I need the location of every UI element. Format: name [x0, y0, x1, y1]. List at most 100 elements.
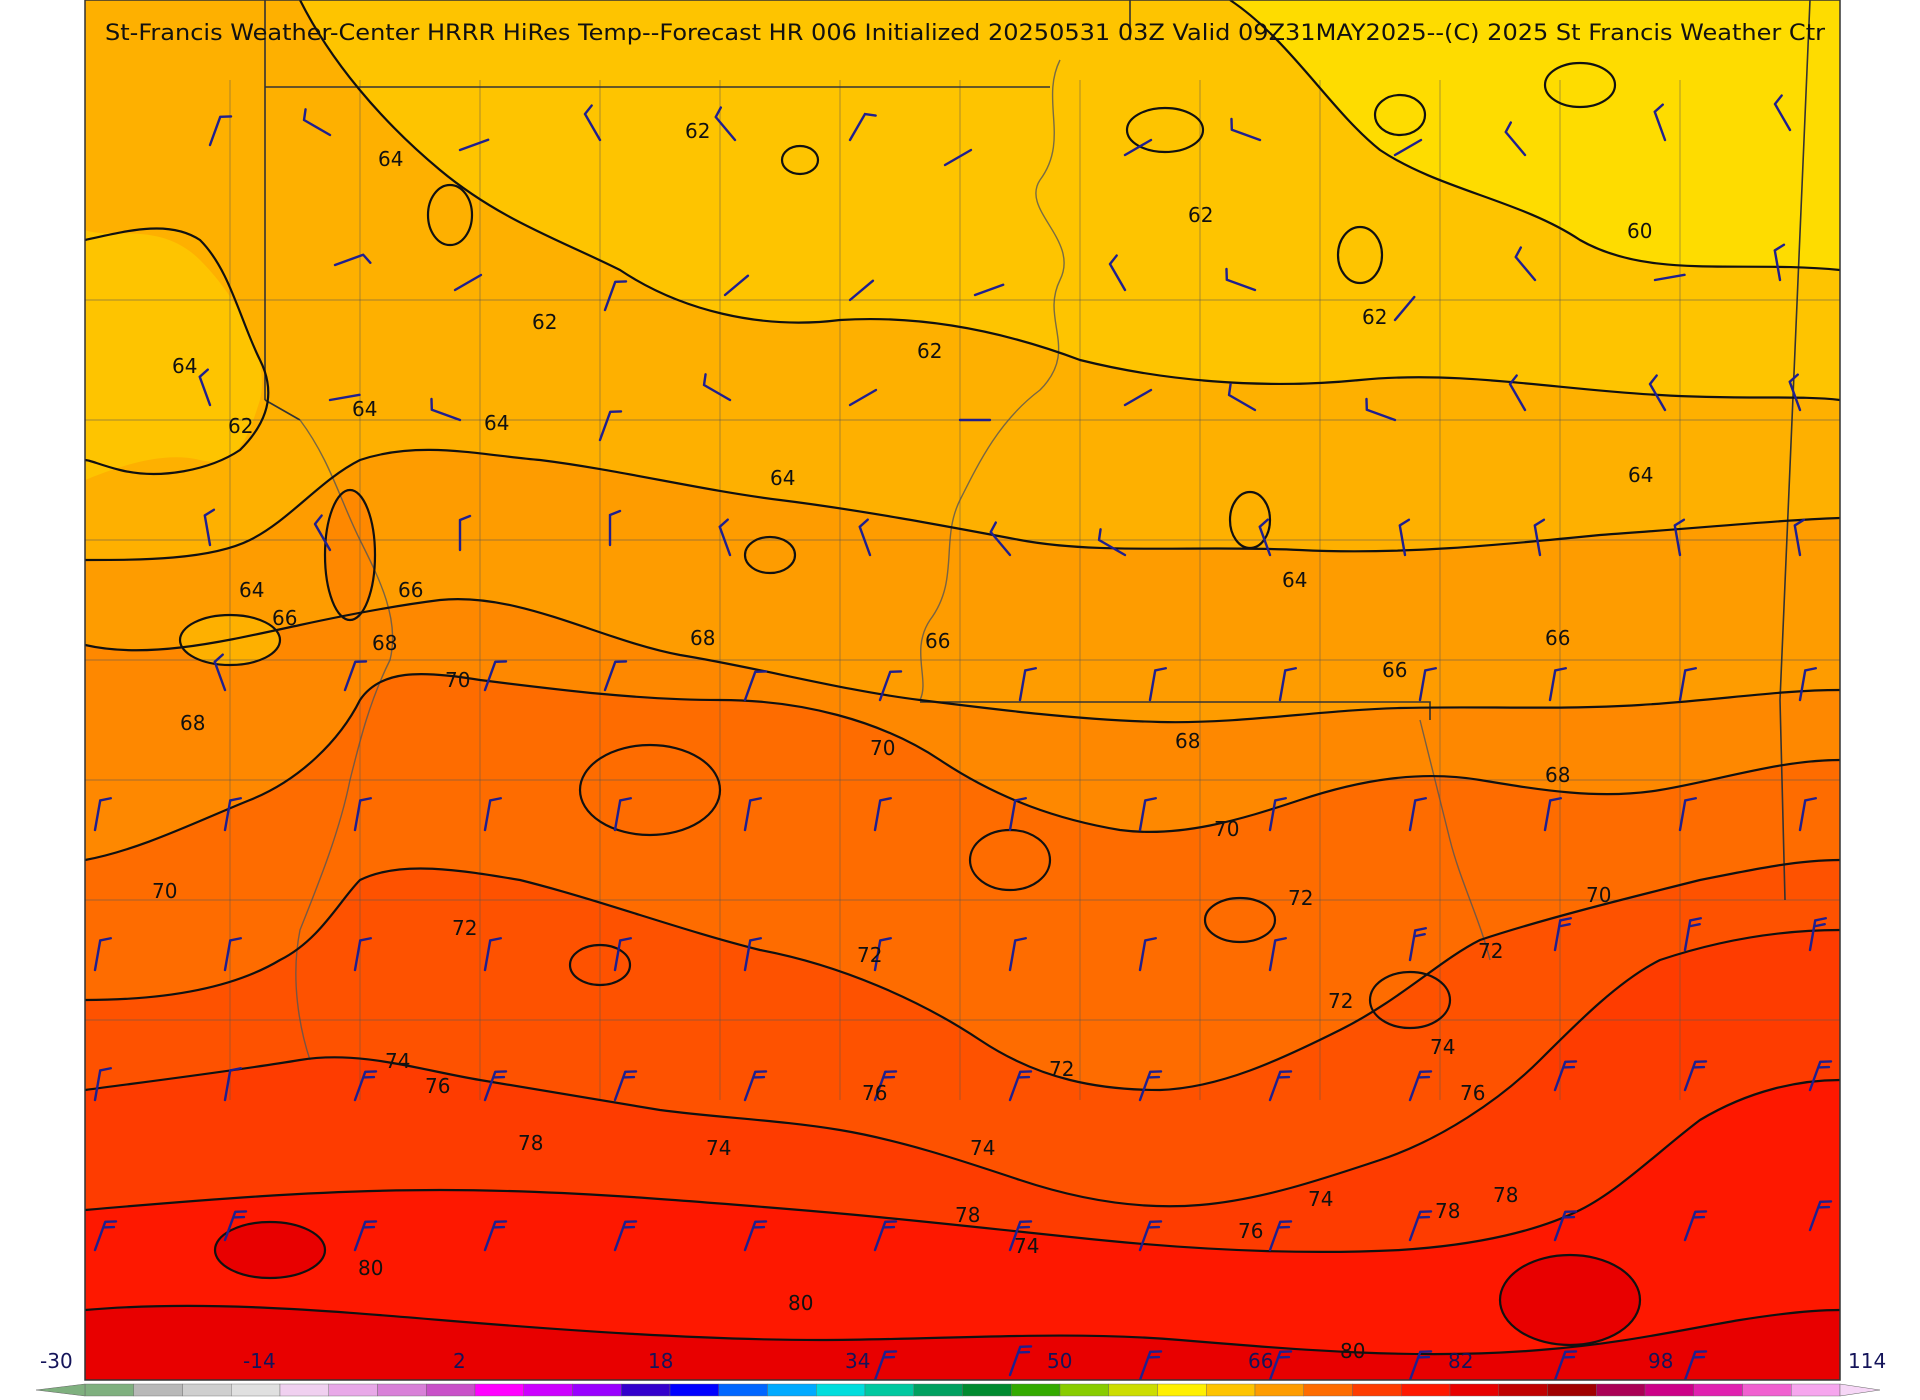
state-boundaries	[264, 0, 1811, 901]
colorbar-label: 50	[1047, 1349, 1072, 1373]
wind-barb	[1408, 797, 1427, 832]
wind-barb	[453, 273, 483, 292]
wind-barb	[1008, 1220, 1033, 1252]
wind-barb	[1648, 374, 1667, 412]
colorbar: -30 -14 2 18 34 50 66 82 98 114	[35, 1349, 1886, 1397]
wind-barb	[1773, 94, 1792, 132]
map-frame	[84, 0, 1841, 1381]
wind-barb	[343, 660, 368, 692]
wind-barb	[973, 283, 1005, 297]
wind-barb	[1108, 254, 1127, 292]
colorbar-segment	[84, 1383, 134, 1397]
contour-label: 66	[272, 606, 297, 630]
contour-label: 74	[1014, 1234, 1039, 1258]
band-68-pocket-northwest	[325, 490, 375, 620]
contour-label: 76	[862, 1081, 887, 1105]
colorbar-segment	[426, 1383, 476, 1397]
colorbar-segment	[279, 1383, 329, 1397]
wind-barb	[603, 280, 628, 312]
contour-label: 66	[398, 578, 423, 602]
wind-barb	[1798, 667, 1817, 702]
contour-label: 66	[1545, 626, 1570, 650]
contour-label: 74	[1308, 1187, 1333, 1211]
contour-label: 62	[532, 310, 557, 334]
colorbar-label: 34	[845, 1349, 870, 1373]
wind-barb	[1138, 1070, 1163, 1102]
colorbar-segment	[962, 1383, 1012, 1397]
contour-label: 66	[925, 629, 950, 653]
wind-barb	[1148, 667, 1167, 702]
wind-barb	[1798, 797, 1817, 832]
wind-barb	[1553, 917, 1572, 952]
wind-barb	[1673, 518, 1686, 557]
wind-barb	[743, 937, 762, 972]
colorbar-segment	[377, 1383, 427, 1397]
contour-label: 80	[358, 1256, 383, 1280]
contour-label: 78	[1493, 1183, 1518, 1207]
wind-barb	[1268, 1350, 1293, 1380]
rivers	[295, 59, 1491, 1061]
wind-barb	[1808, 1060, 1833, 1092]
colorbar-segment	[1791, 1383, 1841, 1397]
contour-label: 76	[425, 1074, 450, 1098]
wind-barb	[1504, 121, 1527, 157]
wind-barb	[333, 253, 372, 267]
colorbar-label: -14	[243, 1349, 276, 1373]
wind-barb	[1230, 117, 1262, 142]
wind-barb	[1683, 917, 1702, 952]
colorbar-segment	[767, 1383, 817, 1397]
map-title: St-Francis Weather-Center HRRR HiRes Tem…	[105, 21, 1826, 46]
wind-barb	[483, 1070, 508, 1102]
colorbar-label: 18	[648, 1349, 673, 1373]
wind-barb	[223, 937, 242, 972]
wind-barb	[989, 521, 1012, 557]
contour-label: 72	[1478, 939, 1503, 963]
wind-barb	[313, 514, 332, 552]
contour-label: 62	[1188, 203, 1213, 227]
colorbar-arrow-left	[35, 1383, 86, 1397]
colorbar-segment	[1401, 1383, 1451, 1397]
wind-barb	[873, 937, 892, 972]
colorbar-segment	[1547, 1383, 1597, 1397]
wind-barb	[743, 1220, 768, 1252]
wind-barb	[873, 1220, 898, 1252]
wind-barb	[718, 518, 732, 557]
contour-label: 64	[1282, 568, 1307, 592]
wind-barb	[198, 368, 212, 407]
band-80	[85, 1305, 1840, 1380]
colorbar-segment	[1693, 1383, 1743, 1397]
contour-label: 74	[970, 1136, 995, 1160]
wind-barb	[1398, 518, 1411, 557]
colorbar-segment	[1059, 1383, 1109, 1397]
colorbar-segment	[1157, 1383, 1207, 1397]
band-78	[85, 1080, 1840, 1380]
wind-barb	[603, 660, 628, 692]
wind-barb	[1808, 1200, 1833, 1232]
colorbar-segment	[1011, 1383, 1061, 1397]
contour-label: 76	[1460, 1081, 1485, 1105]
contour-label: 72	[1049, 1057, 1074, 1081]
wind-barb	[203, 508, 216, 547]
wind-barb	[1418, 667, 1437, 702]
colorbar-segments	[84, 1383, 1841, 1397]
wind-barb	[353, 1070, 378, 1102]
wind-barb	[1008, 1345, 1033, 1377]
wind-barb	[1533, 518, 1546, 557]
colorbar-label: 2	[453, 1349, 466, 1373]
contour-label: 62	[685, 119, 710, 143]
wind-barb	[208, 115, 233, 147]
contour-label: 74	[385, 1049, 410, 1073]
colorbar-segment	[1449, 1383, 1499, 1397]
contour-label: 68	[180, 711, 205, 735]
wind-barb	[1123, 138, 1153, 157]
wind-barb	[93, 1220, 118, 1252]
colorbar-segment	[864, 1383, 914, 1397]
wind-barb	[430, 397, 462, 422]
wind-barb	[483, 660, 508, 692]
wind-barb	[353, 1220, 378, 1252]
contour-lines	[85, 0, 1840, 1356]
wind-barb	[1408, 1210, 1433, 1242]
wind-barb	[93, 797, 112, 832]
wind-barb	[1268, 1070, 1293, 1102]
